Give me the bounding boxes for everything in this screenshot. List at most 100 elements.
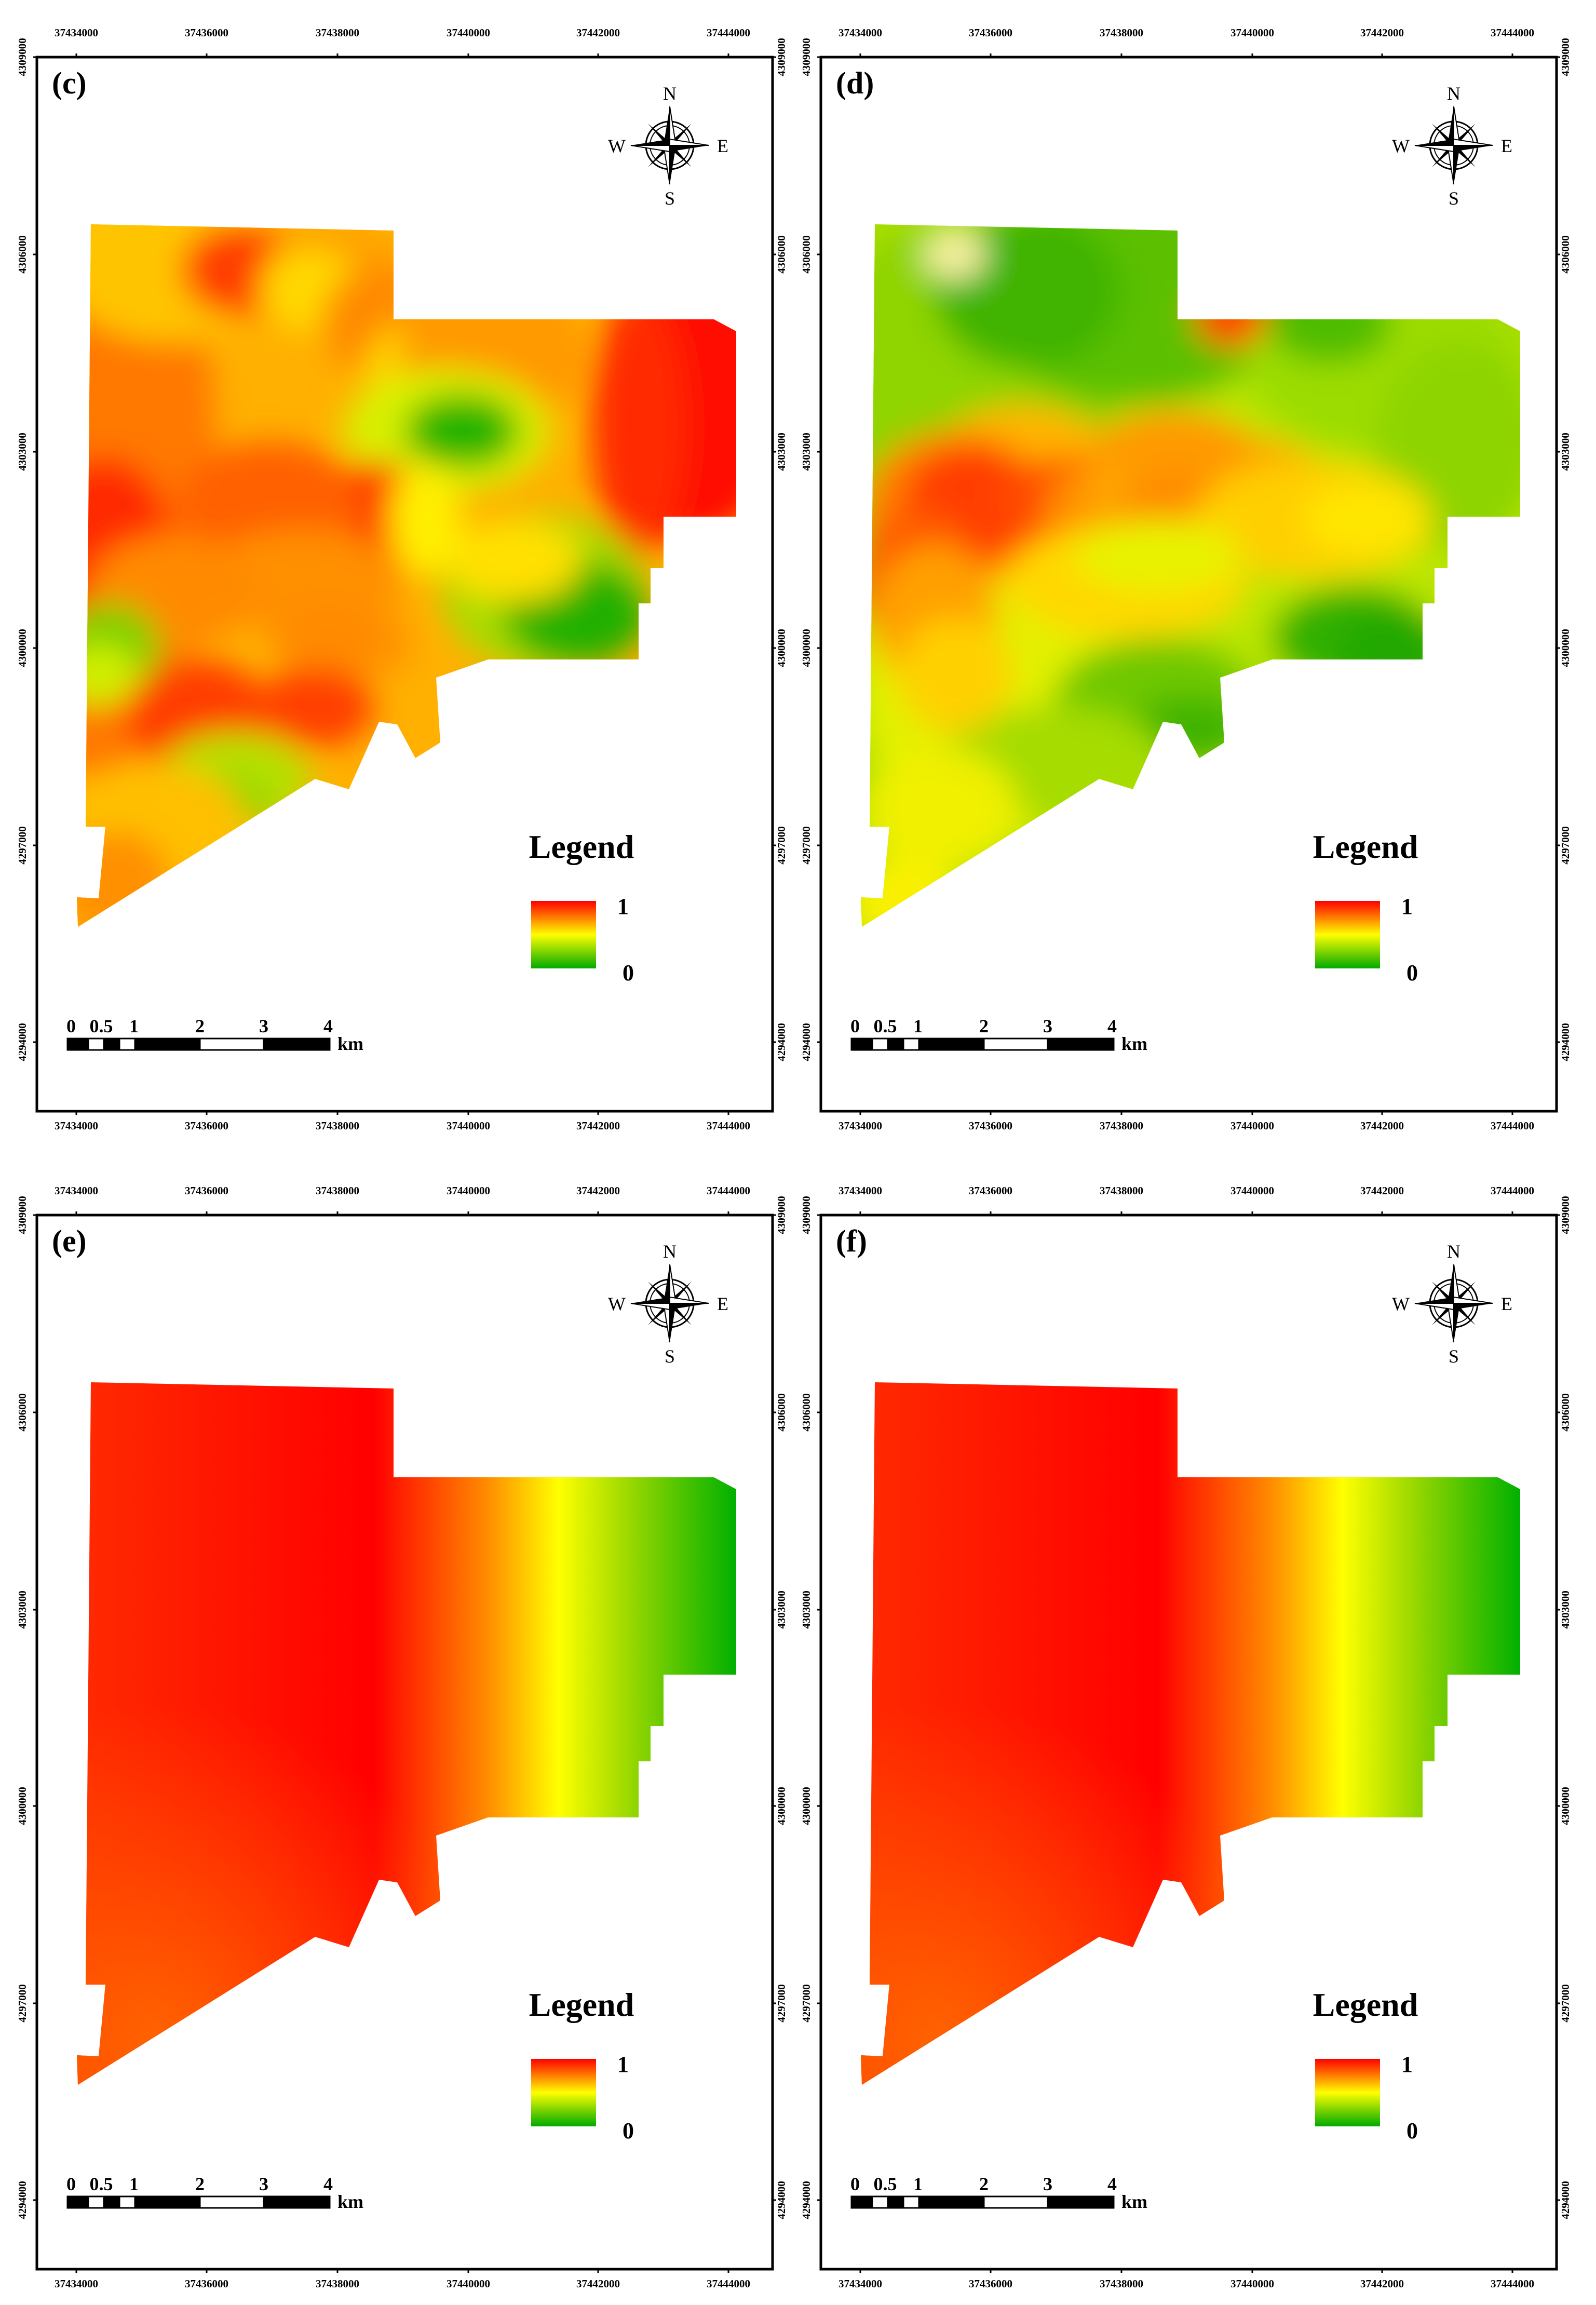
value-blob — [1334, 613, 1459, 696]
x-tick-label-bottom: 37444000 — [707, 1120, 750, 1132]
legend-min-label: 0 — [623, 2118, 634, 2144]
y-tick-label-left: 4300000 — [16, 629, 29, 667]
compass-w: W — [1392, 136, 1410, 156]
compass-point — [1454, 145, 1460, 184]
y-tick-label-right: 4297000 — [1559, 826, 1572, 865]
compass-n: N — [663, 1241, 677, 1262]
scale-bar-label: 3 — [259, 2174, 268, 2194]
x-tick-label-bottom: 37444000 — [707, 2277, 750, 2290]
map-frame — [819, 1214, 1558, 2271]
y-tick-label-left: 4309000 — [16, 38, 29, 76]
legend-max-label: 1 — [617, 2052, 629, 2077]
scale-bar-label: 2 — [195, 2174, 205, 2194]
y-tick-label-right: 4297000 — [1559, 1984, 1572, 2023]
map-frame — [35, 1214, 774, 2271]
compass-point — [670, 1303, 676, 1342]
scale-bar-segment — [887, 1037, 904, 1051]
compass-s: S — [1449, 1346, 1459, 1367]
value-blob — [77, 831, 171, 927]
compass-s: S — [1449, 188, 1459, 209]
panel-label: (d) — [836, 66, 874, 100]
scale-bar: 0 0.5 1 2 3 4km — [66, 1016, 363, 1054]
y-tick-label-right: 4306000 — [1559, 235, 1572, 274]
map-frame — [819, 56, 1558, 1113]
scale-bar-segment — [134, 2195, 201, 2209]
legend-max-label: 1 — [1401, 2052, 1413, 2077]
scale-bar-label: 3 — [259, 1016, 268, 1036]
y-tick-label-left: 4297000 — [800, 1984, 813, 2023]
x-tick-label-bottom: 37440000 — [1230, 1120, 1274, 1132]
compass-n: N — [663, 83, 677, 104]
y-tick-label-left: 4303000 — [800, 1590, 813, 1629]
compass-point — [1414, 145, 1454, 153]
scale-bar-label: 4 — [1107, 2174, 1117, 2194]
legend-min-label: 0 — [623, 960, 634, 986]
x-tick-label-top: 37444000 — [1491, 26, 1534, 39]
y-tick-label-left: 4303000 — [16, 433, 29, 471]
x-tick-label-top: 37442000 — [576, 1184, 620, 1197]
scale-bar-segment — [263, 1037, 331, 1051]
compass-w: W — [1392, 1293, 1410, 1314]
y-tick-label-left: 4294000 — [16, 2181, 29, 2219]
sw-shading — [861, 1382, 1520, 2085]
x-tick-label-bottom: 37438000 — [1100, 1120, 1143, 1132]
map-panel-c: 37434000 37434000 37436000 37436000 37438000… — [16, 26, 788, 1132]
scale-bar-label: 1 — [129, 1016, 139, 1036]
y-tick-label-left: 4306000 — [16, 1393, 29, 1432]
y-tick-label-right: 4309000 — [1559, 1196, 1572, 1234]
value-blob — [260, 665, 374, 748]
compass-point — [1415, 1297, 1454, 1303]
x-tick-label-bottom: 37438000 — [316, 2277, 359, 2290]
scale-bar: 0 0.5 1 2 3 4km — [850, 2174, 1147, 2212]
x-tick-label-top: 37442000 — [576, 26, 620, 39]
value-blob — [1095, 410, 1251, 483]
x-tick-label-bottom: 37436000 — [969, 2277, 1012, 2290]
y-tick-label-left: 4309000 — [800, 1196, 813, 1234]
x-tick-label-bottom: 37438000 — [316, 1120, 359, 1132]
x-tick-label-top: 37444000 — [1491, 1184, 1534, 1197]
scale-bar-segment — [918, 2195, 985, 2209]
x-tick-label-top: 37436000 — [969, 26, 1012, 39]
scale-bar-segment — [66, 2195, 89, 2209]
scale-bar-label: 0 — [66, 1016, 76, 1036]
value-blob — [924, 228, 986, 280]
x-tick-label-bottom: 37440000 — [447, 1120, 490, 1132]
x-tick-label-bottom: 37436000 — [185, 2277, 228, 2290]
compass-point — [630, 145, 670, 153]
sw-shading — [77, 1382, 736, 2085]
compass-point — [1448, 1264, 1454, 1303]
north-arrow-icon: N S E W — [608, 1241, 728, 1367]
x-tick-label-top: 37440000 — [1230, 1184, 1274, 1197]
x-tick-label-top: 37442000 — [1360, 1184, 1404, 1197]
x-tick-label-top: 37434000 — [55, 1184, 98, 1197]
value-blob — [1303, 483, 1428, 556]
compass-s: S — [665, 1346, 675, 1367]
north-arrow-icon: N S E W — [1392, 83, 1512, 209]
scale-bar-segment — [850, 2195, 873, 2209]
scale-bar-unit: km — [1121, 1033, 1147, 1054]
value-blob — [1205, 299, 1246, 335]
compass-point — [1414, 1303, 1454, 1311]
scale-bar-segment — [983, 2195, 1049, 2209]
scale-bar-label: 1 — [129, 2174, 139, 2194]
value-blob — [592, 291, 685, 561]
compass-point — [670, 1303, 692, 1325]
y-tick-label-left: 4297000 — [16, 1984, 29, 2023]
scale-bar-label: 1 — [913, 1016, 923, 1036]
y-tick-label-right: 4294000 — [1559, 2181, 1572, 2219]
compass-point — [664, 1264, 670, 1303]
value-blob — [861, 857, 961, 927]
legend-title: Legend — [1313, 1986, 1418, 2023]
compass-point — [670, 145, 676, 184]
x-tick-label-bottom: 37436000 — [185, 1120, 228, 1132]
compass-point — [648, 124, 670, 145]
compass-point — [1432, 1282, 1454, 1303]
scale-bar-segment — [87, 2195, 105, 2209]
y-tick-label-left: 4303000 — [800, 433, 813, 471]
value-blob — [447, 519, 581, 602]
value-blob — [77, 644, 140, 706]
y-tick-label-right: 4309000 — [775, 38, 788, 76]
x-tick-label-top: 37444000 — [707, 26, 750, 39]
scale-bar: 0 0.5 1 2 3 4km — [66, 2174, 363, 2212]
scale-bar-segment — [66, 1037, 89, 1051]
